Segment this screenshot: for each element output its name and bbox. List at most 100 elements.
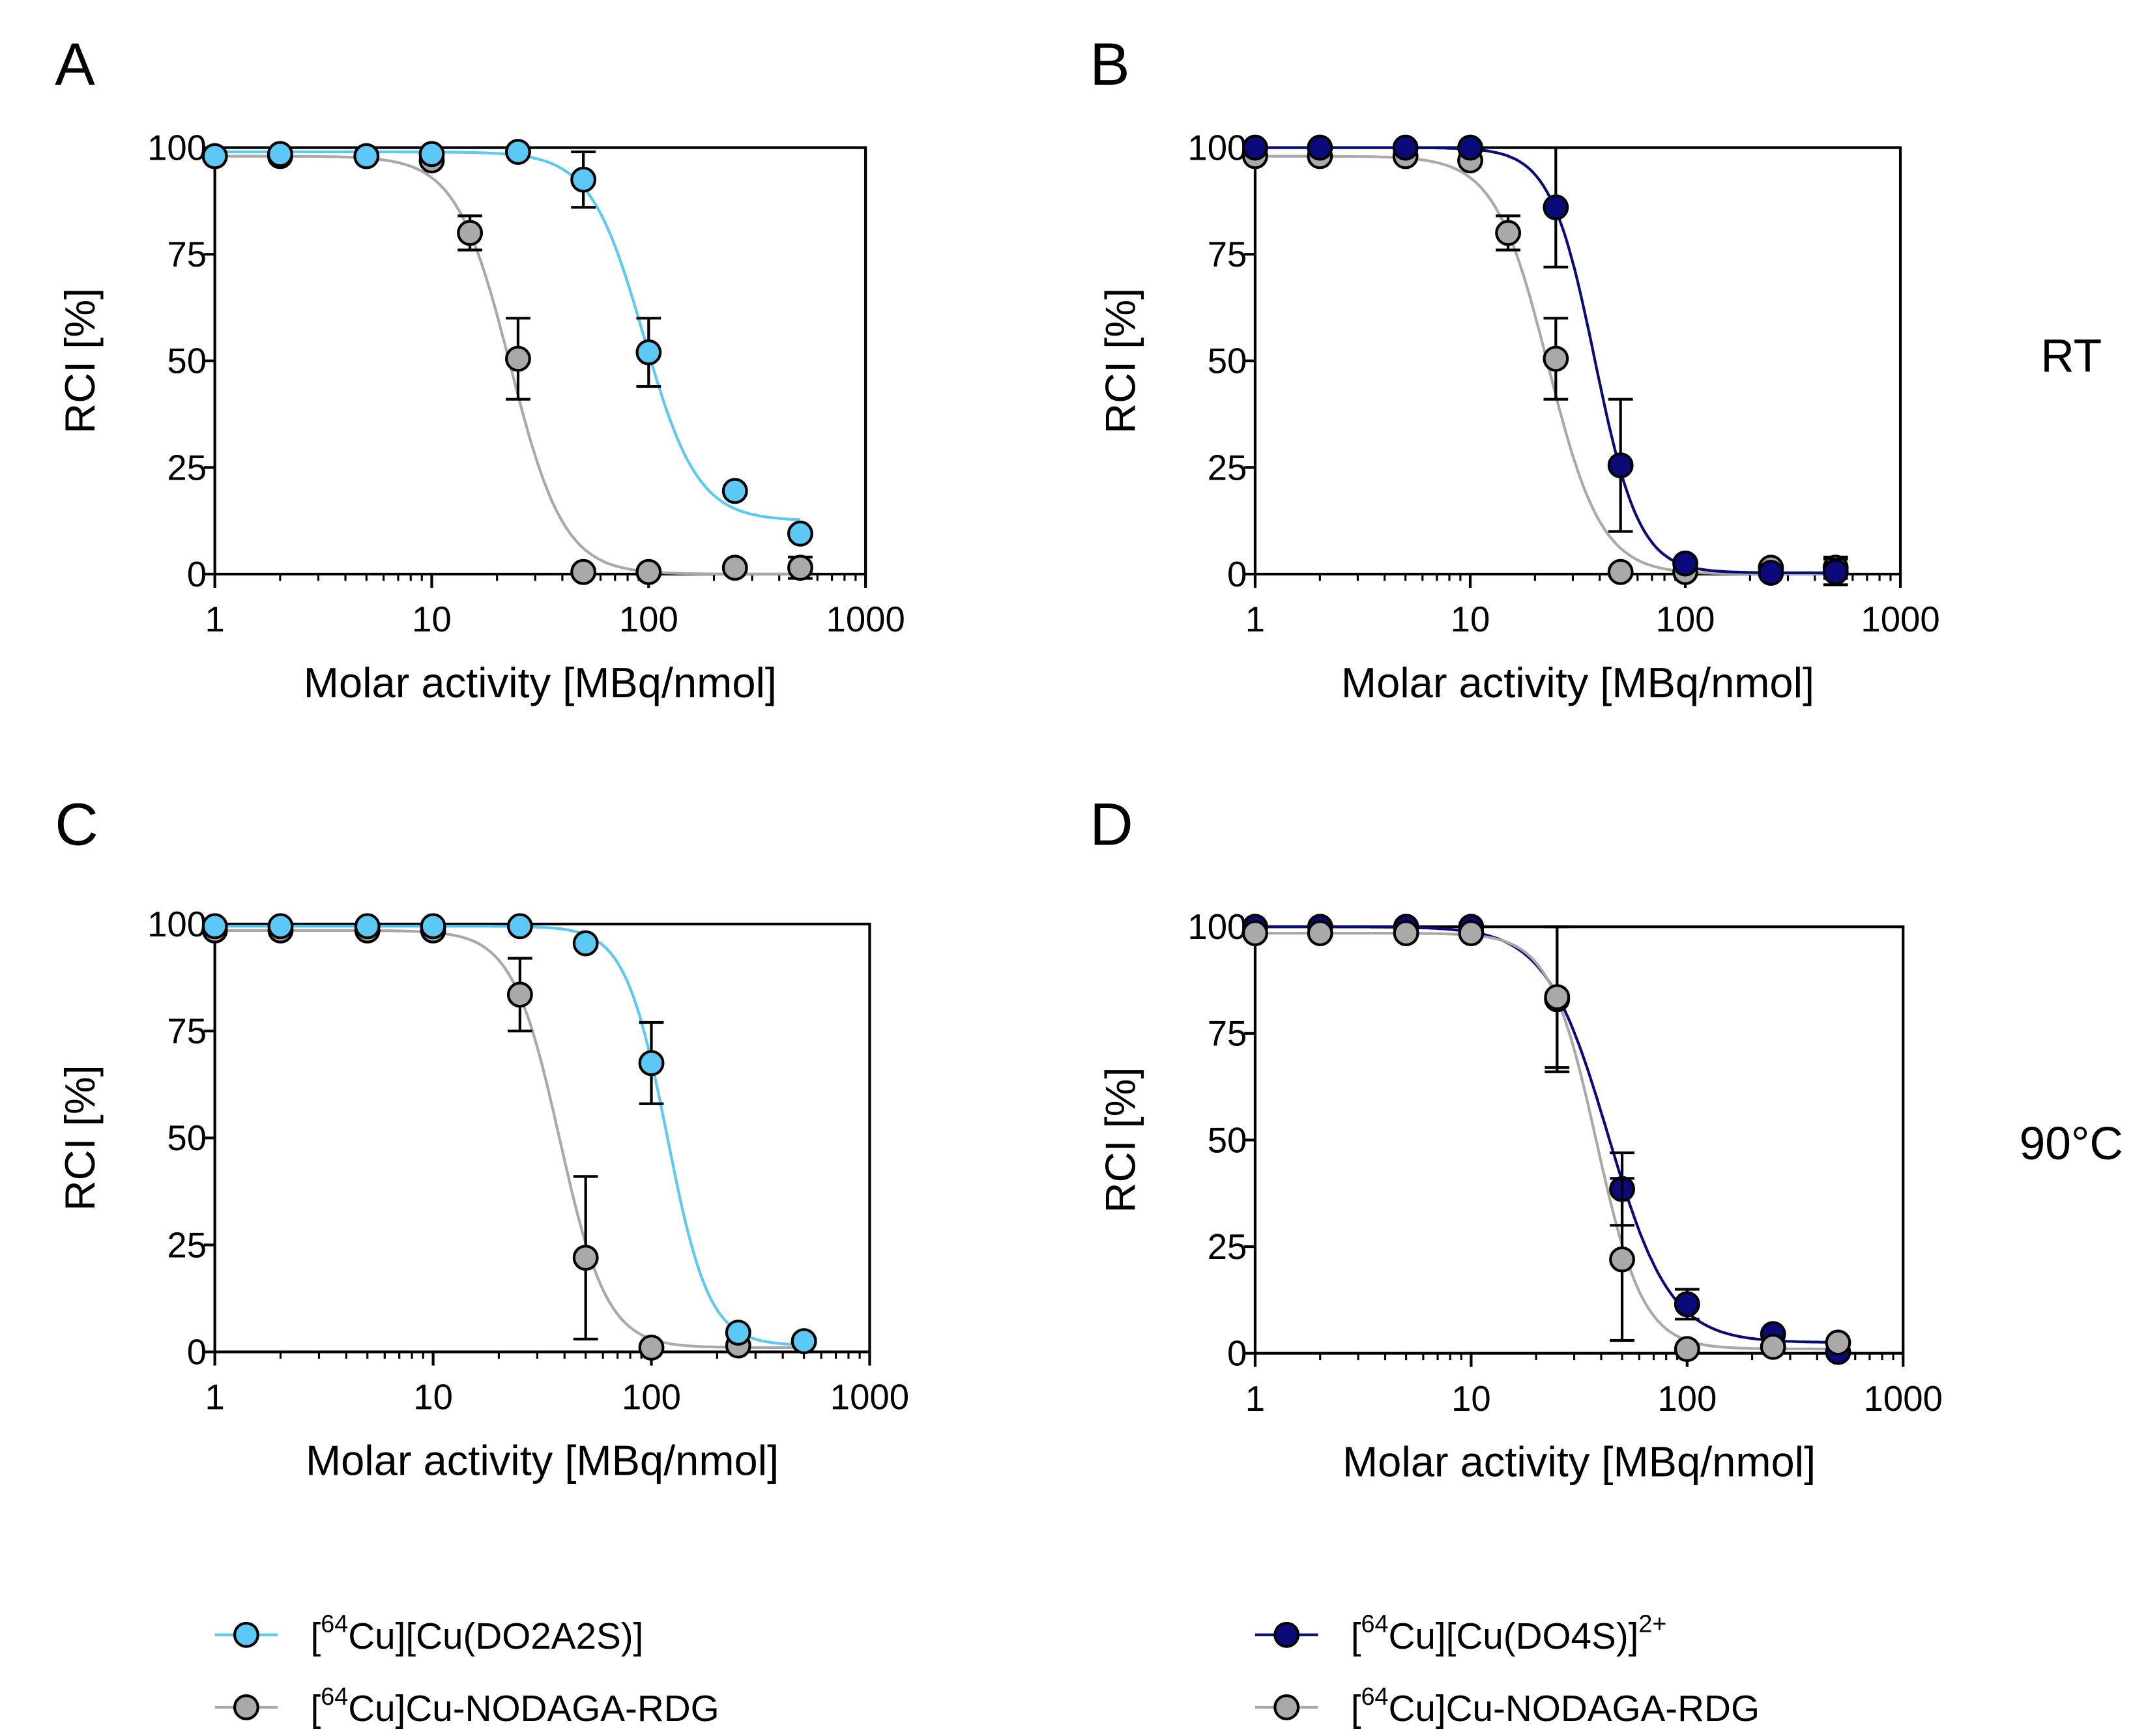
- data-point: [505, 345, 531, 372]
- legend-marker: [1273, 1694, 1300, 1720]
- data-point: [1458, 920, 1485, 946]
- data-point: [721, 555, 748, 581]
- legend-text: [: [1351, 1616, 1361, 1657]
- data-point: [1760, 1333, 1786, 1360]
- data-point: [1495, 220, 1522, 246]
- data-point: [1242, 920, 1268, 946]
- legend-marker: [1273, 1621, 1300, 1648]
- x-tick-label: 10: [413, 1378, 453, 1417]
- data-point: [1674, 1291, 1700, 1318]
- x-axis-label: Molar activity [MBq/nmol]: [306, 1436, 779, 1484]
- legend-label: [64Cu]Cu-NODAGA-RDG: [1351, 1683, 1760, 1729]
- y-tick-label: 75: [167, 235, 207, 274]
- data-point: [1307, 920, 1333, 946]
- data-point: [1457, 134, 1483, 161]
- data-point: [1307, 134, 1333, 161]
- y-tick-label: 50: [1208, 341, 1247, 381]
- data-point: [1758, 560, 1784, 586]
- x-tick-label: 1000: [1864, 1379, 1943, 1419]
- x-tick-label: 1: [205, 600, 225, 639]
- data-point: [570, 558, 597, 585]
- data-point: [572, 930, 599, 957]
- data-point: [1544, 984, 1571, 1011]
- x-tick-label: 100: [622, 1378, 681, 1417]
- y-tick-label: 0: [187, 555, 207, 594]
- data-point: [635, 339, 662, 366]
- data-point: [1242, 134, 1268, 161]
- plot-frame: [1253, 146, 1902, 576]
- y-tick-label: 100: [147, 904, 207, 944]
- data-point: [1672, 550, 1698, 577]
- legend-marker: [233, 1694, 259, 1720]
- x-axis-label: Molar activity [MBq/nmol]: [1341, 659, 1814, 706]
- legend: [64Cu][Cu(DO4S)]2+[64Cu]Cu-NODAGA-RDG: [1255, 1610, 1760, 1729]
- data-point: [1607, 558, 1634, 585]
- x-tick-label: 10: [412, 600, 452, 639]
- legend-text: Cu][Cu(DO2A2S)]: [348, 1616, 643, 1657]
- x-tick-label: 1: [1245, 1379, 1265, 1419]
- y-axis-label: RCI [%]: [56, 288, 104, 434]
- x-tick-label: 100: [1657, 1379, 1717, 1419]
- plot-frame: [213, 146, 867, 576]
- data-point: [638, 1335, 665, 1361]
- x-tick-label: 1000: [826, 600, 905, 639]
- data-point: [1543, 194, 1569, 221]
- x-axis-label: Molar activity [MBq/nmol]: [1342, 1438, 1816, 1485]
- data-point: [420, 913, 446, 940]
- x-tick-label: 100: [1656, 600, 1715, 639]
- data-point: [1393, 920, 1419, 946]
- data-point: [721, 478, 748, 504]
- legend-text: [: [311, 1688, 321, 1729]
- data-point: [1392, 134, 1419, 161]
- panel-C: C 0 25 50 75 100 1 10 100 1000 Molar activity [MBq…: [55, 790, 909, 1484]
- x-tick-label: 1: [1245, 600, 1265, 639]
- y-tick-label: 100: [147, 128, 207, 167]
- panel-label: D: [1090, 790, 1133, 858]
- data-point: [1674, 1336, 1700, 1363]
- data-point: [635, 558, 662, 585]
- data-point: [267, 913, 294, 940]
- data-point: [638, 1050, 665, 1077]
- legend-superscript: 64: [1361, 1683, 1389, 1710]
- y-tick-label: 50: [1208, 1120, 1247, 1160]
- legend: [64Cu][Cu(DO2A2S)][64Cu]Cu-NODAGA-RDG: [214, 1610, 719, 1729]
- y-tick-label: 25: [1208, 448, 1247, 487]
- data-point: [267, 141, 293, 167]
- y-tick-label: 100: [1187, 128, 1247, 167]
- condition-label: 90°C: [2020, 1118, 2123, 1170]
- x-axis-label: Molar activity [MBq/nmol]: [304, 659, 777, 706]
- y-tick-label: 0: [1227, 1334, 1247, 1374]
- panel-label: C: [55, 790, 98, 858]
- x-tick-label: 1000: [1861, 600, 1939, 639]
- data-point: [354, 913, 381, 940]
- panel-label: A: [55, 30, 95, 98]
- fit-curve: [214, 150, 800, 521]
- legend-superscript: 64: [1361, 1610, 1389, 1638]
- data-point: [1543, 345, 1569, 372]
- fit-curve: [1255, 925, 1838, 1344]
- legend-text: Cu]Cu-NODAGA-RDG: [348, 1688, 719, 1729]
- y-axis-label: RCI [%]: [1096, 1067, 1144, 1213]
- legend-text: [: [311, 1616, 321, 1657]
- data-point: [572, 1245, 599, 1271]
- legend-superscript: 64: [321, 1683, 348, 1710]
- data-point: [457, 220, 484, 246]
- fit-curve: [214, 929, 804, 1350]
- y-tick-label: 0: [1227, 555, 1247, 594]
- y-tick-label: 50: [167, 341, 207, 381]
- panel-label: B: [1090, 30, 1130, 98]
- data-point: [1822, 558, 1849, 585]
- data-point: [201, 143, 228, 169]
- data-point: [201, 913, 228, 940]
- y-tick-label: 25: [167, 448, 207, 487]
- data-point: [1825, 1329, 1851, 1356]
- y-axis-label: RCI [%]: [56, 1065, 104, 1211]
- y-tick-label: 50: [167, 1118, 207, 1158]
- data-point: [791, 1328, 817, 1355]
- y-tick-label: 100: [1187, 907, 1247, 947]
- data-point: [506, 981, 533, 1008]
- x-tick-label: 10: [1451, 600, 1490, 639]
- y-tick-label: 25: [1208, 1227, 1247, 1267]
- data-point: [570, 166, 597, 193]
